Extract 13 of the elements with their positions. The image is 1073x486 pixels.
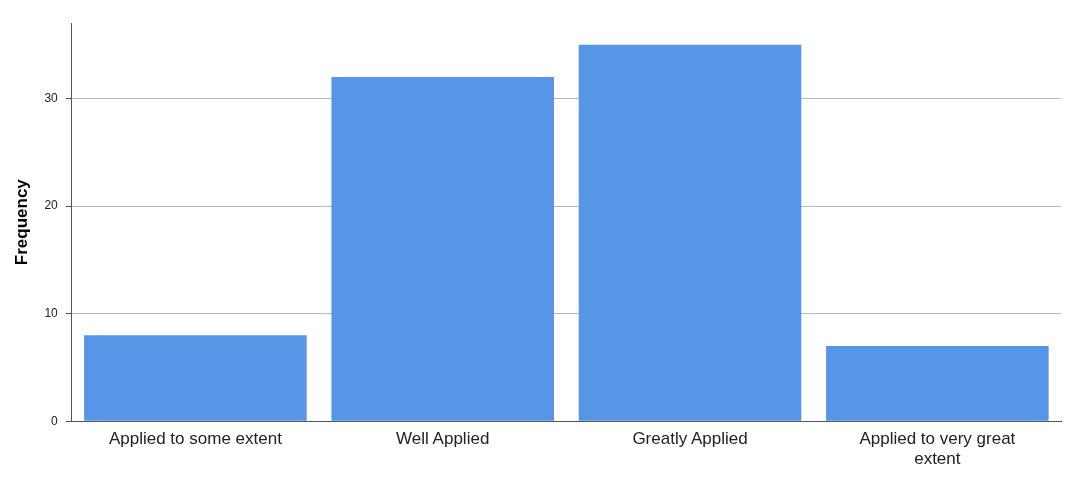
y-tick-label: 0 — [51, 413, 59, 428]
bar — [578, 44, 802, 421]
y-tick-label: 30 — [44, 90, 59, 105]
y-axis-title: Frequency — [11, 178, 31, 266]
bar — [84, 335, 307, 421]
x-tick-label: Greatly Applied — [632, 429, 748, 449]
x-tick-label: Well Applied — [396, 429, 490, 449]
y-tick-label: 20 — [44, 198, 59, 213]
x-tick-label: Applied to very great extent — [859, 429, 1016, 469]
y-tick-label: 10 — [44, 305, 59, 320]
x-tick-label: Applied to some extent — [108, 429, 283, 449]
bar — [331, 76, 555, 421]
bar — [826, 345, 1049, 421]
